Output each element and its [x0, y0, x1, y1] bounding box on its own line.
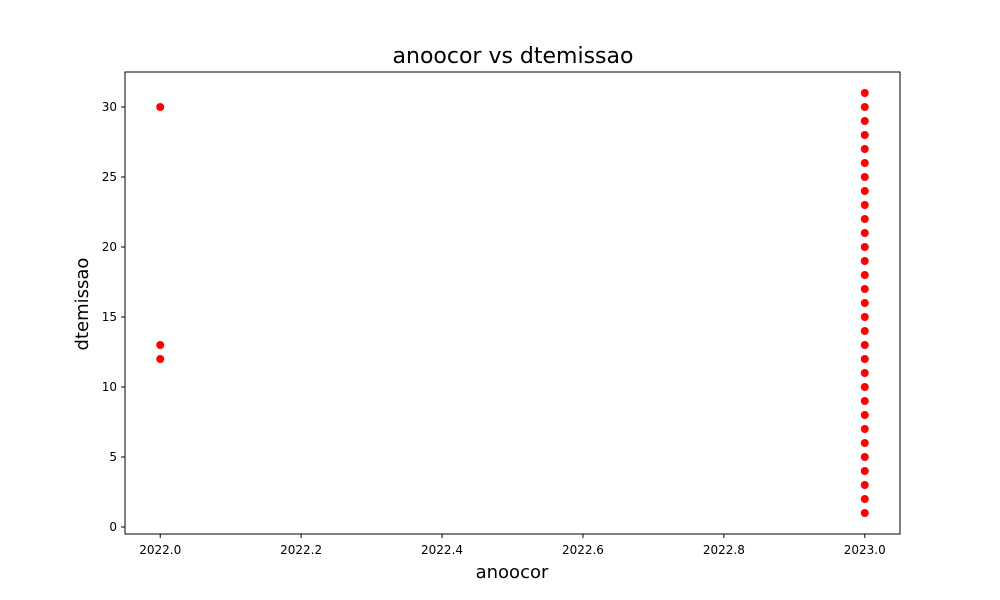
data-point [156, 355, 165, 363]
data-point [860, 355, 869, 363]
data-point [860, 397, 869, 405]
y-tick-label: 30 [102, 100, 117, 114]
data-point [860, 313, 869, 321]
data-point [156, 103, 165, 111]
data-point [860, 495, 869, 503]
data-point [860, 285, 869, 293]
y-tick-label: 10 [102, 380, 117, 394]
data-point [860, 145, 869, 153]
data-points [156, 89, 869, 517]
y-tick-label: 20 [102, 240, 117, 254]
x-tick-label: 2022.8 [703, 543, 745, 557]
y-tick-label: 25 [102, 170, 117, 184]
data-point [860, 327, 869, 335]
data-point [860, 425, 869, 433]
data-point [860, 439, 869, 447]
data-point [860, 229, 869, 237]
data-point [860, 369, 869, 377]
x-tick-label: 2022.0 [139, 543, 181, 557]
data-point [860, 467, 869, 475]
data-point [860, 271, 869, 279]
data-point [860, 159, 869, 167]
x-tick-label: 2022.2 [280, 543, 322, 557]
x-tick-label: 2023.0 [844, 543, 886, 557]
y-axis: 0 5 10 15 20 25 30 [102, 100, 125, 534]
data-point [860, 103, 869, 111]
y-tick-label: 15 [102, 310, 117, 324]
x-tick-label: 2022.6 [562, 543, 604, 557]
data-point [860, 411, 869, 419]
data-point [860, 341, 869, 349]
data-point [860, 215, 869, 223]
y-tick-label: 5 [109, 450, 117, 464]
data-point [860, 257, 869, 265]
data-point [860, 173, 869, 181]
data-point [860, 453, 869, 461]
plot-area [124, 71, 901, 535]
x-tick-label: 2022.4 [421, 543, 463, 557]
data-point [860, 117, 869, 125]
data-point [860, 187, 869, 195]
y-tick-label: 0 [109, 520, 117, 534]
data-point [860, 243, 869, 251]
y-axis-title: dtemissao [72, 258, 93, 351]
data-point [860, 509, 869, 517]
data-point [860, 131, 869, 139]
data-point [860, 201, 869, 209]
x-axis: 2022.0 2022.2 2022.4 2022.6 2022.8 2023.0 [139, 534, 886, 557]
data-point [860, 299, 869, 307]
x-axis-title: anoocor [476, 562, 549, 583]
data-point [860, 481, 869, 489]
chart-title: anoocor vs dtemissao [393, 44, 634, 69]
data-point [860, 383, 869, 391]
data-point [156, 341, 165, 349]
data-point [860, 89, 869, 97]
